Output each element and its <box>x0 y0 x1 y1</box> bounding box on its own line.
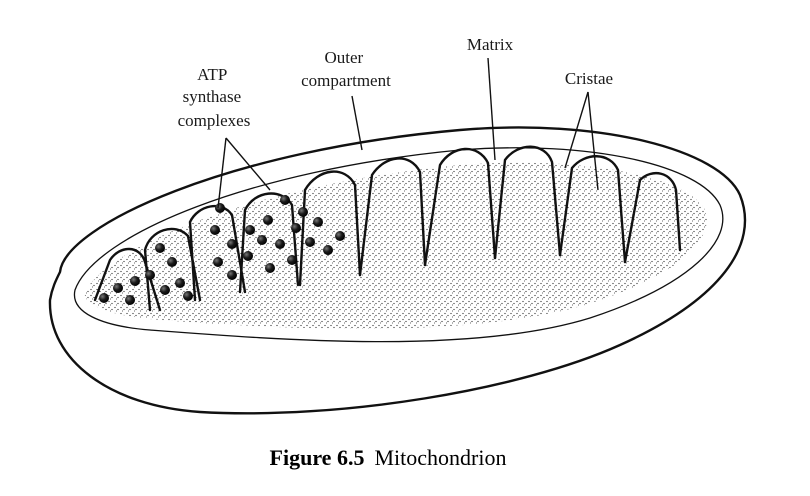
atp-synthase-particles <box>99 195 345 305</box>
atp-label-line-3: complexes <box>178 111 251 130</box>
atp-label-line-2: synthase <box>183 87 242 106</box>
inner-membrane-rim <box>73 147 724 343</box>
figure-title: Mitochondrion <box>374 445 506 470</box>
matrix-area <box>84 162 707 329</box>
figure-caption: Figure 6.5 Mitochondrion <box>270 445 507 470</box>
figure-number: Figure 6.5 <box>270 445 365 470</box>
matrix-label: Matrix <box>467 35 514 54</box>
outer-label-line-2: compartment <box>301 71 391 90</box>
atp-label: ATP synthase complexes <box>178 65 251 130</box>
cristae-folds <box>93 145 682 312</box>
outer-compartment-label: Outer compartment <box>301 48 391 90</box>
atp-label-line-1: ATP <box>197 65 227 84</box>
cristae-label: Cristae <box>565 69 613 88</box>
outer-membrane <box>48 126 747 415</box>
leader-lines <box>217 57 599 209</box>
outer-label-line-1: Outer <box>325 48 364 67</box>
